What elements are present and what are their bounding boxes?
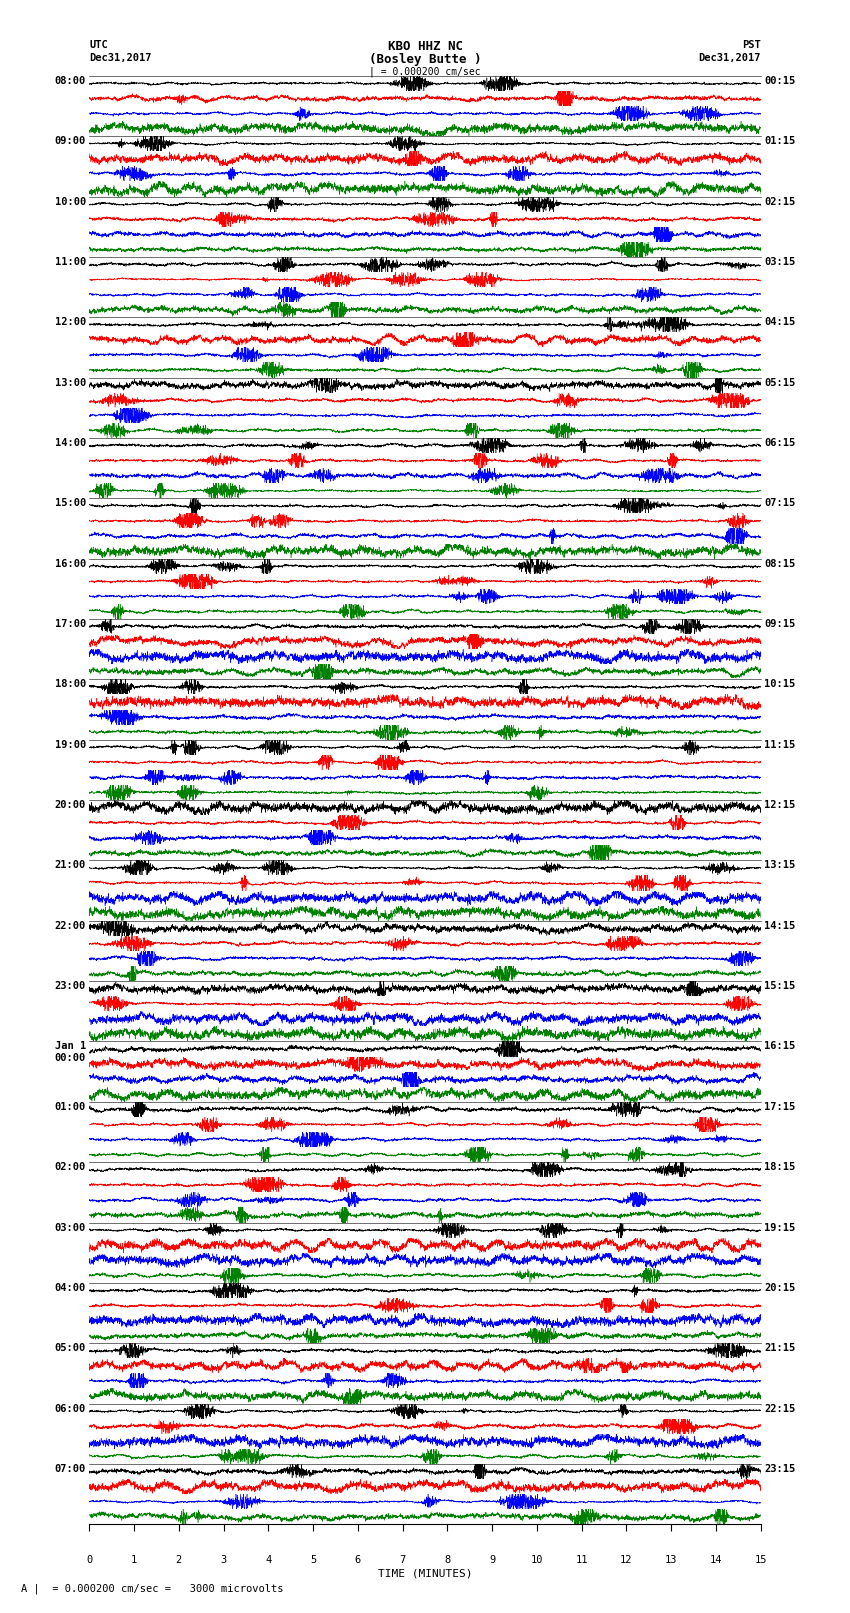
Text: 20:00: 20:00 <box>54 800 86 810</box>
Text: | = 0.000200 cm/sec: | = 0.000200 cm/sec <box>369 66 481 77</box>
Text: 18:15: 18:15 <box>764 1161 796 1173</box>
Text: 14:00: 14:00 <box>54 439 86 448</box>
Text: KBO HHZ NC: KBO HHZ NC <box>388 40 462 53</box>
Text: 04:15: 04:15 <box>764 318 796 327</box>
Text: 04:00: 04:00 <box>54 1282 86 1294</box>
Text: 11:00: 11:00 <box>54 256 86 266</box>
Text: 20:15: 20:15 <box>764 1282 796 1294</box>
Text: 12:00: 12:00 <box>54 318 86 327</box>
Text: 06:15: 06:15 <box>764 439 796 448</box>
Text: 05:00: 05:00 <box>54 1344 86 1353</box>
Text: 18:00: 18:00 <box>54 679 86 689</box>
Text: 19:00: 19:00 <box>54 740 86 750</box>
Text: 10:00: 10:00 <box>54 197 86 206</box>
Text: 03:15: 03:15 <box>764 256 796 266</box>
Text: 10:15: 10:15 <box>764 679 796 689</box>
Text: 13:00: 13:00 <box>54 377 86 387</box>
Text: 14:15: 14:15 <box>764 921 796 931</box>
Text: (Bosley Butte ): (Bosley Butte ) <box>369 53 481 66</box>
Text: 06:00: 06:00 <box>54 1403 86 1413</box>
Text: 02:00: 02:00 <box>54 1161 86 1173</box>
Text: 08:15: 08:15 <box>764 558 796 569</box>
Text: 02:15: 02:15 <box>764 197 796 206</box>
Text: 22:15: 22:15 <box>764 1403 796 1413</box>
Text: 21:00: 21:00 <box>54 860 86 871</box>
Text: 12:15: 12:15 <box>764 800 796 810</box>
Text: 07:15: 07:15 <box>764 498 796 508</box>
Text: 07:00: 07:00 <box>54 1465 86 1474</box>
Text: 01:15: 01:15 <box>764 135 796 147</box>
Text: A |  = 0.000200 cm/sec =   3000 microvolts: A | = 0.000200 cm/sec = 3000 microvolts <box>21 1582 284 1594</box>
Text: 17:00: 17:00 <box>54 619 86 629</box>
Text: Jan 1
00:00: Jan 1 00:00 <box>54 1042 86 1063</box>
Text: 03:00: 03:00 <box>54 1223 86 1232</box>
Text: 21:15: 21:15 <box>764 1344 796 1353</box>
Text: 01:00: 01:00 <box>54 1102 86 1111</box>
Text: 00:15: 00:15 <box>764 76 796 85</box>
Text: 16:15: 16:15 <box>764 1042 796 1052</box>
Text: 15:00: 15:00 <box>54 498 86 508</box>
Text: 09:15: 09:15 <box>764 619 796 629</box>
Text: 15:15: 15:15 <box>764 981 796 990</box>
Text: 16:00: 16:00 <box>54 558 86 569</box>
Text: 17:15: 17:15 <box>764 1102 796 1111</box>
Text: 05:15: 05:15 <box>764 377 796 387</box>
Text: 22:00: 22:00 <box>54 921 86 931</box>
Text: Dec31,2017: Dec31,2017 <box>89 53 152 63</box>
Text: 08:00: 08:00 <box>54 76 86 85</box>
Text: 13:15: 13:15 <box>764 860 796 871</box>
Text: UTC: UTC <box>89 40 108 50</box>
X-axis label: TIME (MINUTES): TIME (MINUTES) <box>377 1569 473 1579</box>
Text: 09:00: 09:00 <box>54 135 86 147</box>
Text: 19:15: 19:15 <box>764 1223 796 1232</box>
Text: PST: PST <box>742 40 761 50</box>
Text: 23:00: 23:00 <box>54 981 86 990</box>
Text: 23:15: 23:15 <box>764 1465 796 1474</box>
Text: Dec31,2017: Dec31,2017 <box>698 53 761 63</box>
Text: 11:15: 11:15 <box>764 740 796 750</box>
